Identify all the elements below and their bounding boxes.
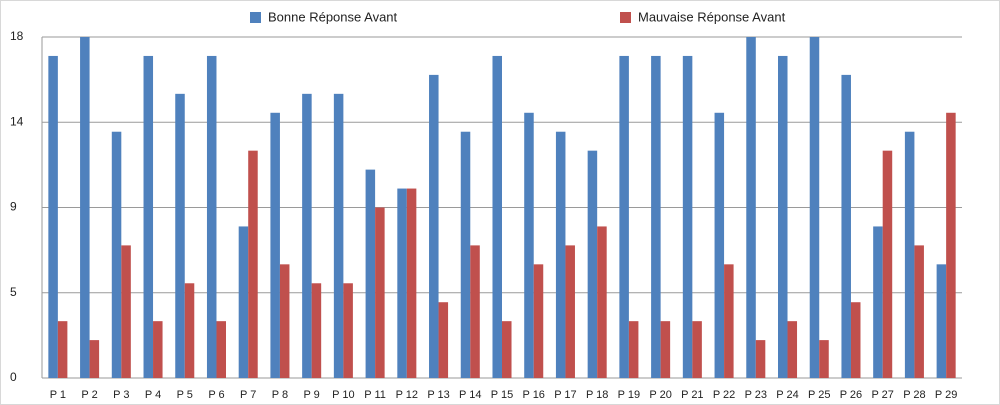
bar <box>882 150 893 378</box>
bar <box>184 283 195 378</box>
x-tick-label: P 2 <box>81 389 97 401</box>
bar <box>682 55 693 378</box>
bar <box>524 112 534 379</box>
bar <box>175 93 185 378</box>
bar <box>238 226 249 378</box>
bar <box>111 131 122 378</box>
bar <box>787 321 798 378</box>
bar <box>873 226 883 378</box>
bar <box>248 150 258 378</box>
bar <box>819 340 829 378</box>
x-tick-label: P 8 <box>272 389 288 401</box>
bar <box>904 131 915 378</box>
bar <box>533 264 544 378</box>
y-tick-label: 5 <box>10 285 17 299</box>
x-tick-label: P 7 <box>240 389 256 401</box>
bar <box>343 283 353 378</box>
bar <box>397 188 407 378</box>
bar <box>914 245 924 378</box>
legend-swatch <box>620 12 631 23</box>
bar <box>57 321 68 378</box>
x-tick-label: P 28 <box>903 389 925 401</box>
x-tick-label: P 10 <box>332 389 354 401</box>
y-tick-label: 14 <box>10 114 24 128</box>
bar <box>121 245 131 378</box>
bar <box>936 264 947 378</box>
bar <box>333 93 344 378</box>
legend-label: Bonne Réponse Avant <box>268 9 398 24</box>
x-tick-label: P 4 <box>145 389 161 401</box>
x-tick-label: P 18 <box>586 389 608 401</box>
bar <box>724 264 734 378</box>
x-tick-label: P 19 <box>618 389 640 401</box>
bar <box>365 169 376 378</box>
bar <box>279 264 290 378</box>
x-tick-label: P 17 <box>554 389 576 401</box>
bar <box>651 55 661 378</box>
bar <box>406 188 417 378</box>
bar <box>660 321 671 378</box>
x-tick-label: P 13 <box>427 389 449 401</box>
bar <box>216 321 226 378</box>
x-tick-label: P 12 <box>396 389 418 401</box>
bar <box>429 74 439 378</box>
x-tick-label: P 22 <box>713 389 735 401</box>
bar <box>89 340 100 378</box>
bar <box>778 55 788 378</box>
bar <box>48 55 58 378</box>
bar <box>270 112 280 379</box>
x-tick-label: P 23 <box>745 389 767 401</box>
bar <box>311 283 322 378</box>
x-tick-label: P 26 <box>840 389 862 401</box>
x-tick-label: P 14 <box>459 389 481 401</box>
bar <box>502 321 512 378</box>
bar <box>755 340 766 378</box>
y-tick-label: 18 <box>10 29 24 43</box>
bar <box>597 226 607 378</box>
x-tick-label: P 27 <box>871 389 893 401</box>
bar <box>946 112 956 379</box>
x-tick-label: P 3 <box>113 389 129 401</box>
bar <box>492 55 502 378</box>
bar <box>153 321 163 378</box>
bar <box>850 302 861 378</box>
bar <box>80 37 90 378</box>
x-tick-label: P 16 <box>523 389 545 401</box>
legend-swatch <box>250 12 261 23</box>
bar <box>206 55 217 378</box>
bar <box>809 37 820 378</box>
bar <box>746 37 756 378</box>
y-tick-label: 9 <box>10 200 17 214</box>
bar <box>460 131 471 378</box>
bar <box>438 302 449 378</box>
x-tick-label: P 6 <box>208 389 224 401</box>
x-tick-label: P 5 <box>177 389 193 401</box>
x-tick-label: P 24 <box>776 389 798 401</box>
bar <box>841 74 851 378</box>
bar <box>714 112 725 379</box>
x-tick-label: P 1 <box>50 389 66 401</box>
bar <box>628 321 639 378</box>
x-tick-label: P 9 <box>303 389 319 401</box>
x-tick-label: P 29 <box>935 389 957 401</box>
bar <box>692 321 702 378</box>
y-tick-label: 0 <box>10 370 17 384</box>
x-tick-label: P 21 <box>681 389 703 401</box>
x-tick-label: P 15 <box>491 389 513 401</box>
x-tick-label: P 25 <box>808 389 830 401</box>
bar <box>555 131 566 378</box>
bar <box>375 207 385 378</box>
bar <box>302 93 312 378</box>
bar <box>619 55 629 378</box>
bar <box>565 245 575 378</box>
x-tick-label: P 20 <box>649 389 671 401</box>
x-tick-label: P 11 <box>364 389 386 401</box>
legend-label: Mauvaise Réponse Avant <box>638 9 786 24</box>
bar <box>587 150 598 378</box>
bar <box>143 55 154 378</box>
bar <box>470 245 480 378</box>
